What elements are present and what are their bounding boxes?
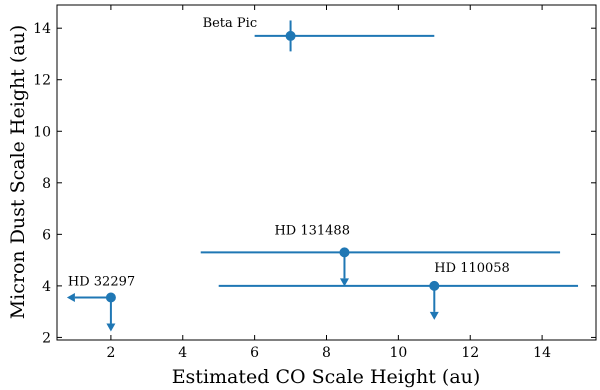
plot-frame — [56, 4, 597, 341]
data-point — [339, 247, 350, 258]
x-tick-label: 6 — [250, 345, 259, 361]
data-point — [429, 280, 440, 291]
y-tick-label: 14 — [33, 21, 51, 37]
y-tick-label: 6 — [42, 227, 51, 243]
y-tick-label: 4 — [42, 279, 51, 295]
x-tick-label: 10 — [389, 345, 407, 361]
y-axis-title: Micron Dust Scale Height (au) — [7, 25, 29, 320]
axis-ticks: 2 4 6 8 10 12 14 2 4 6 8 10 12 14 — [33, 5, 596, 361]
x-axis-title: Estimated CO Scale Height (au) — [172, 366, 481, 388]
data-point — [285, 30, 296, 41]
x-tick-label: 4 — [178, 345, 187, 361]
data-point — [105, 292, 116, 303]
upper-limit-arrowhead — [429, 311, 439, 320]
x-tick-label: 14 — [533, 345, 551, 361]
y-tick-label: 12 — [33, 73, 51, 89]
point-label: HD 131488 — [274, 223, 350, 238]
data-marks: Beta Pic HD 131488 HD 110058 HD 32297 — [66, 16, 579, 332]
y-tick-label: 2 — [42, 330, 51, 346]
y-tick-label: 8 — [42, 176, 51, 192]
x-tick-label: 2 — [106, 345, 115, 361]
x-tick-label: 8 — [322, 345, 331, 361]
upper-limit-arrowhead — [339, 278, 349, 287]
point-label: Beta Pic — [203, 16, 258, 31]
x-tick-label: 12 — [461, 345, 479, 361]
upper-limit-arrowhead — [106, 323, 116, 332]
point-label: HD 32297 — [68, 274, 135, 289]
y-tick-label: 10 — [33, 124, 51, 140]
point-label: HD 110058 — [434, 261, 510, 276]
upper-limit-arrowhead — [66, 292, 75, 302]
